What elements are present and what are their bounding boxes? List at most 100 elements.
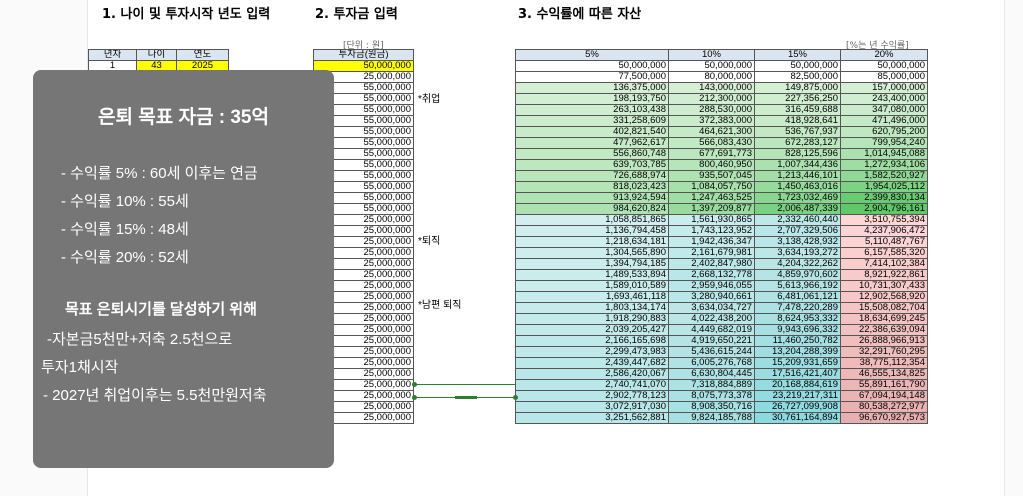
rate-cell: 26,727,099,908 [754,401,841,413]
rate-cell: 263,103,438 [515,104,669,116]
rate-row: 1,589,010,589 2,959,946,055 5,613,966,192 1… [515,280,928,292]
shape-handle[interactable] [412,382,417,387]
rate-cell: 477,962,617 [515,137,669,149]
goal-plan-line3: - 2027년 취업이후는 5.5천만원저축 [43,387,267,404]
heading-assets: 3. 수익률에 따른 자산 [518,7,642,22]
rate-cell: 1,954,025,112 [840,181,928,193]
goal-line-20: - 수익률 20% : 52세 [61,249,189,266]
rate-cell: 13,204,288,399 [754,346,841,358]
rate-row: 984,620,824 1,397,209,877 2,006,487,339 2,9… [515,203,928,215]
rate-cell: 1,007,344,436 [754,159,841,171]
rate-row: 263,103,438 288,530,000 316,459,688 347,080… [515,104,928,116]
rate-row: 2,299,473,983 5,436,615,244 13,204,288,399… [515,346,928,358]
rate-cell: 566,083,430 [668,137,755,149]
shape-handle[interactable] [513,395,518,400]
rate-cell: 5,613,966,192 [754,280,841,292]
rate-cell: 26,888,966,913 [840,335,928,347]
rate-row: 136,375,000 143,000,000 149,875,000 157,000… [515,82,928,94]
left-header-cell: 년차 [88,49,137,61]
rate-cell: 2,039,205,427 [515,324,669,336]
rate-cell: 1,272,934,106 [840,159,928,171]
rate-cell: 3,072,917,030 [515,401,669,413]
shape-handle[interactable] [412,395,417,400]
rate-cell: 46,555,134,825 [840,368,928,380]
rate-row: 198,193,750 212,300,000 227,356,250 243,400… [515,93,928,105]
rate-cell: 1,136,794,458 [515,225,669,237]
rate-cell: 7,478,220,289 [754,302,841,314]
rate-cell: 11,460,250,782 [754,335,841,347]
rate-row: 2,586,420,067 6,630,804,445 17,516,421,407… [515,368,928,380]
rate-cell: 3,634,034,727 [668,302,755,314]
rate-cell: 1,589,010,589 [515,280,669,292]
retirement-goal-card: 은퇴 목표 자금 : 35억 - 수익률 5% : 60세 이후는 연금 - 수… [33,70,334,468]
rate-cell: 50,000,000 [754,60,841,72]
rate-cell: 157,000,000 [840,82,928,94]
left-header-cell: 연도 [176,49,229,61]
rate-row: 2,039,205,427 4,449,682,019 9,943,696,332 2… [515,324,928,336]
heading-age-year: 1. 나이 및 투자시작 년도 입력 [102,7,271,22]
rate-cell: 80,538,272,977 [840,401,928,413]
rate-row: 2,166,165,698 4,919,650,221 11,460,250,782… [515,335,928,347]
rate-cell: 672,283,127 [754,137,841,149]
rate-row: 639,703,785 800,460,950 1,007,344,436 1,272… [515,159,928,171]
rate-row: 2,902,778,123 8,075,773,378 23,219,217,311… [515,390,928,402]
rate-cell: 50,000,000 [668,60,755,72]
rate-cell: 6,481,061,121 [754,291,841,303]
rate-cell: 9,943,696,332 [754,324,841,336]
goal-title: 은퇴 목표 자금 : 35억 [98,107,269,128]
rate-cell: 96,670,927,573 [840,412,928,424]
rate-cell: 800,460,950 [668,159,755,171]
rate-cell: 1,723,032,469 [754,192,841,204]
rate-header-cell: 20% [840,49,928,61]
rate-cell: 5,110,487,767 [840,236,928,248]
rate-cell: 243,400,000 [840,93,928,105]
rate-cell: 1,918,290,883 [515,313,669,325]
rate-cell: 77,500,000 [515,71,669,83]
rate-cell: 1,561,930,865 [668,214,755,226]
rate-cell: 85,000,000 [840,71,928,83]
rate-cell: 1,304,565,890 [515,247,669,259]
rate-cell: 2,332,460,440 [754,214,841,226]
rate-cell: 1,489,533,894 [515,269,669,281]
rate-cell: 212,300,000 [668,93,755,105]
rate-cell: 726,688,974 [515,170,669,182]
rate-cell: 2,161,679,981 [668,247,755,259]
rate-cell: 15,508,082,704 [840,302,928,314]
rate-row: 1,058,851,865 1,561,930,865 2,332,460,440 3… [515,214,928,226]
invest-header-cell: 투자금(원금) [313,49,414,61]
rate-cell: 1,582,520,927 [840,170,928,182]
rate-row: 1,918,290,883 4,022,438,200 8,624,953,332 1… [515,313,928,325]
rate-row: 331,258,609 372,383,000 418,928,641 471,496… [515,115,928,127]
rate-cell: 4,237,906,472 [840,225,928,237]
investment-table: 투자금(원금) 50,000,000 25,000,000 55,000,000 55,… [313,49,414,424]
rate-row: 402,821,540 464,621,300 536,767,937 620,795… [515,126,928,138]
rate-cell: 639,703,785 [515,159,669,171]
rate-cell: 8,908,350,716 [668,401,755,413]
rate-cell: 1,394,794,185 [515,258,669,270]
note-retire: *퇴직 [418,236,441,247]
heading-investment: 2. 투자금 입력 [315,7,398,22]
rate-cell: 136,375,000 [515,82,669,94]
rate-cell: 2,402,847,980 [668,258,755,270]
rate-cell: 347,080,000 [840,104,928,116]
rate-cell: 3,280,940,661 [668,291,755,303]
rate-cell: 55,891,161,790 [840,379,928,391]
rate-cell: 50,000,000 [840,60,928,72]
rate-cell: 372,383,000 [668,115,755,127]
rate-cell: 4,022,438,200 [668,313,755,325]
shape-rotate-handle[interactable] [455,396,477,399]
rate-cell: 799,954,240 [840,137,928,149]
rate-row: 2,740,741,070 7,318,884,889 20,168,884,619… [515,379,928,391]
rate-cell: 17,516,421,407 [754,368,841,380]
rate-row: 77,500,000 80,000,000 82,500,000 85,000,000 [515,71,928,83]
connector-line [415,384,515,385]
rate-cell: 50,000,000 [515,60,669,72]
goal-line-15: - 수익률 15% : 48세 [61,221,189,238]
rate-cell: 32,291,760,295 [840,346,928,358]
rate-cell: 2,668,132,778 [668,269,755,281]
rate-cell: 82,500,000 [754,71,841,83]
rate-cell: 1,218,634,181 [515,236,669,248]
rate-cell: 418,928,641 [754,115,841,127]
rate-cell: 7,318,884,889 [668,379,755,391]
rate-row: 2,439,447,682 6,005,276,768 15,209,931,659… [515,357,928,369]
